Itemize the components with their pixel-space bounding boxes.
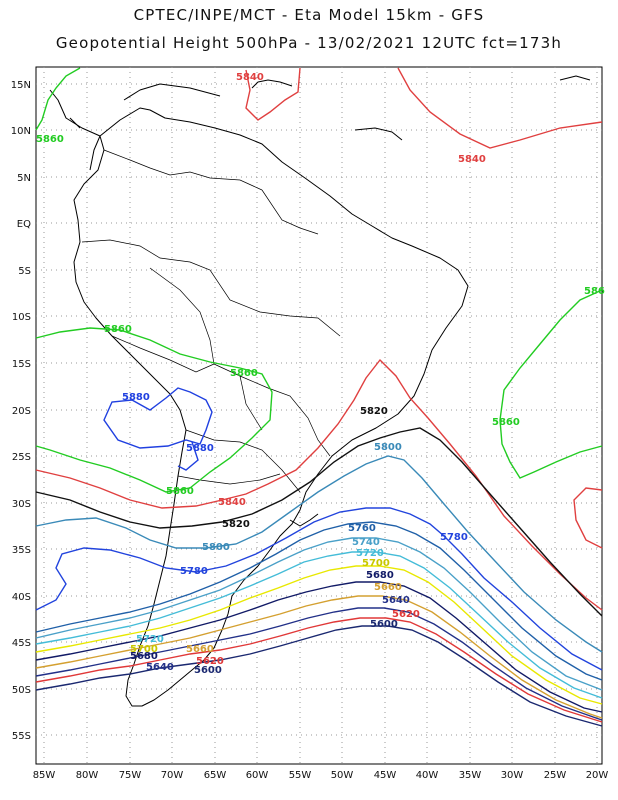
lon-label: 35W [459,770,482,781]
contour-label: 5740 [352,537,380,548]
lon-label: 45W [374,770,397,781]
contour-label: 5660 [374,582,402,593]
lat-label: 5N [17,173,31,184]
lon-label: 80W [76,770,99,781]
contour-5860-east [499,289,603,479]
contour-5620 [35,617,603,723]
contour-label: 586 [584,286,605,297]
contour-label: 5660 [186,644,214,655]
lat-label: 55S [12,731,31,742]
contour-label: 5840 [218,497,246,508]
contour-label: 5880 [186,443,214,454]
contour-5760 [35,521,603,681]
lat-label: 15N [11,80,31,91]
contour-label: 5640 [146,662,174,673]
contour-5840-north [245,67,603,149]
contour-5880-inner [177,441,199,471]
lat-label: 15S [12,359,31,370]
lat-label: 35S [12,545,31,556]
contour-label: 5600 [370,619,398,630]
lat-label: 45S [12,638,31,649]
contour-5840-mid [35,358,603,611]
contour-label: 5760 [348,523,376,534]
contour-5740 [35,537,603,691]
lon-label: 50W [331,770,354,781]
contour-label: 5840 [236,72,264,83]
lon-label: 75W [119,770,142,781]
contour-label: 5820 [360,406,388,417]
lat-label: 30S [12,499,31,510]
contour-5600 [35,625,603,727]
contour-label: 5860 [492,417,520,428]
contour-label: 5700 [362,558,390,569]
contour-5700 [35,565,603,705]
contour-5720 [35,551,603,699]
contour-label: 5800 [374,442,402,453]
height-contours [35,67,603,727]
contour-5860-north [35,67,81,131]
lat-label: 25S [12,452,31,463]
lon-label: 60W [246,770,269,781]
lon-label: 65W [204,770,227,781]
contour-label: 5860 [166,486,194,497]
contour-5660 [35,595,603,719]
contour-label: 5720 [356,548,384,559]
lon-label: 20W [586,770,609,781]
contour-labels: 5840 5840 5860 5860 5860 5880 5880 5860 … [36,72,605,676]
contour-label: 5680 [130,651,158,662]
contour-label: 5620 [392,609,420,620]
contour-label: 5640 [382,595,410,606]
lat-label: EQ [17,219,31,230]
contour-label: 5800 [202,542,230,553]
lon-label: 40W [416,770,439,781]
contour-label: 5600 [194,665,222,676]
contour-label: 5700 [130,644,158,655]
contour-label: 5680 [366,570,394,581]
contour-label: 5820 [222,519,250,530]
lon-label: 30W [501,770,524,781]
latitude-labels: 15N 10N 5N EQ 5S 10S 15S 20S 25S 30S 35S… [11,80,31,742]
contour-label: 5720 [136,634,164,645]
contour-label: 5620 [196,656,224,667]
lat-label: 10S [12,312,31,323]
lon-label: 55W [289,770,312,781]
contour-label: 5840 [458,154,486,165]
contour-label: 5860 [230,368,258,379]
lat-label: 40S [12,592,31,603]
title-line-1: CPTEC/INPE/MCT - Eta Model 15km - GFS [133,6,485,24]
graticule [36,67,602,764]
coastlines [49,75,591,707]
lon-label: 70W [161,770,184,781]
contour-5820 [35,427,603,617]
country-borders [81,149,341,493]
title-line-2: Geopotential Height 500hPa - 13/02/2021 … [55,34,563,52]
lat-label: 50S [12,685,31,696]
contour-label: 5860 [104,324,132,335]
contour-label: 5880 [122,392,150,403]
contour-5780 [35,507,603,671]
contour-label: 5780 [440,532,468,543]
lon-label: 25W [544,770,567,781]
longitude-labels: 85W 80W 75W 70W 65W 60W 55W 50W 45W 40W … [33,770,609,781]
contour-5880-loop [103,387,213,449]
lat-label: 10N [11,126,31,137]
contour-5800 [35,455,603,653]
lat-label: 20S [12,406,31,417]
lon-label: 85W [33,770,56,781]
contour-5860-mid [35,327,273,493]
contour-5680 [35,581,603,713]
lat-label: 5S [18,266,31,277]
contour-5640 [35,607,603,721]
contour-5840-right-loop [573,487,603,549]
contour-label: 5780 [180,566,208,577]
contour-label: 5860 [36,134,64,145]
map-frame [35,66,603,765]
